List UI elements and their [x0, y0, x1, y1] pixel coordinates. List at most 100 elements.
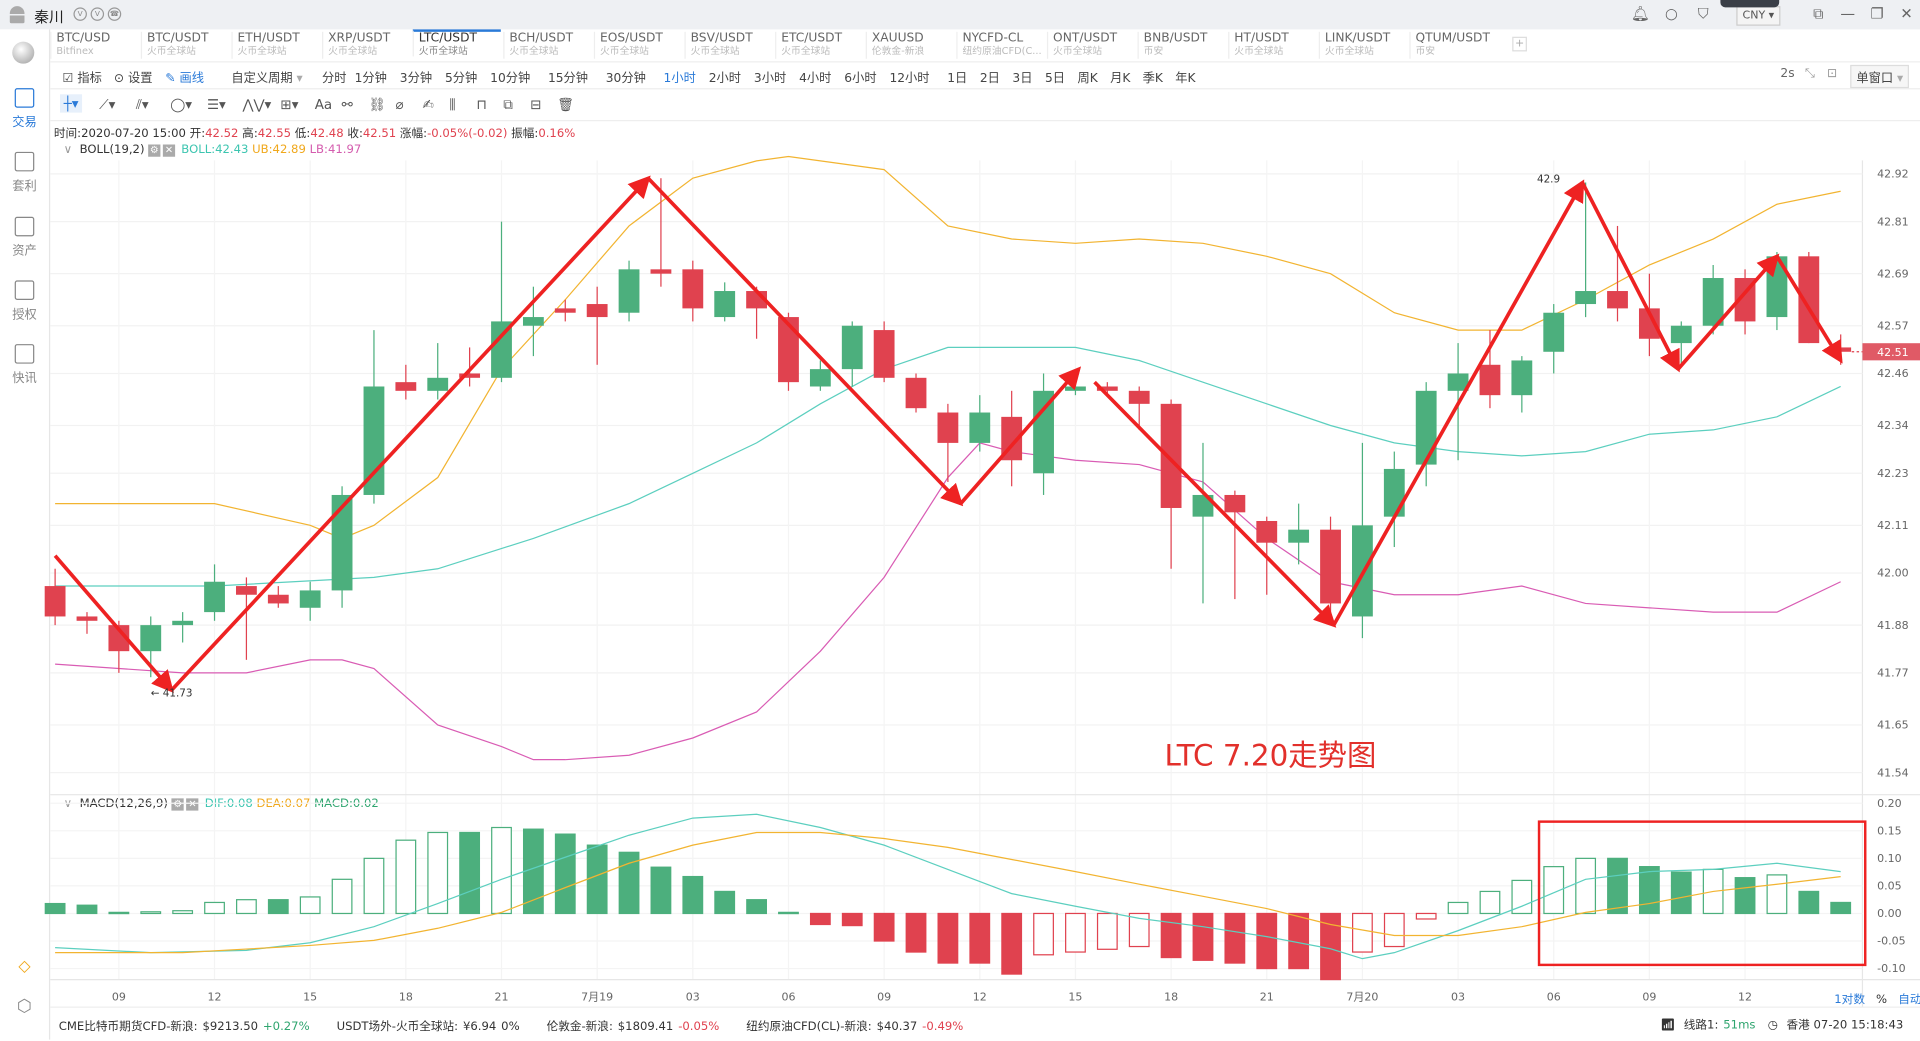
- candle[interactable]: [204, 564, 225, 621]
- period-5[interactable]: 15分钟: [547, 72, 589, 86]
- phone-icon[interactable]: ☎: [107, 7, 122, 21]
- fibonacci-tool-icon[interactable]: ☰▾: [206, 96, 226, 113]
- candle[interactable]: [618, 260, 640, 322]
- candle[interactable]: [1479, 330, 1501, 409]
- trash-icon[interactable]: 🗑︎: [557, 96, 575, 113]
- candle[interactable]: [650, 178, 672, 287]
- tab-qtum-usdt[interactable]: QTUM/USDT 币安: [1409, 31, 1497, 59]
- ellipse-tool-icon[interactable]: ◯▾: [170, 96, 193, 113]
- refresh-interval[interactable]: 2s: [1780, 67, 1795, 81]
- candle[interactable]: [873, 321, 895, 383]
- tab-eos-usdt[interactable]: EOS/USDT 火币全球站: [593, 31, 682, 59]
- sidebar-item-authorize[interactable]: 授权: [0, 280, 49, 322]
- search-icon[interactable]: ○: [1665, 4, 1678, 23]
- tab-etc-usdt[interactable]: ETC/USDT 火币全球站: [775, 31, 863, 59]
- trend-arrow[interactable]: [170, 175, 651, 692]
- user-avatar-icon[interactable]: [9, 6, 25, 24]
- candle[interactable]: [1192, 442, 1214, 604]
- candle[interactable]: [554, 299, 576, 322]
- line-tool-icon[interactable]: ⟋▾: [99, 96, 116, 113]
- period-8[interactable]: 2小时: [708, 72, 742, 86]
- period-0[interactable]: 分时: [322, 72, 347, 86]
- ticker-item[interactable]: 伦敦金-新浪: $1809.41 -0.05%: [547, 1020, 725, 1033]
- channel-tool-icon[interactable]: ⫽▾: [135, 96, 149, 113]
- settings-button[interactable]: ⊙ 设置: [114, 67, 153, 85]
- candle[interactable]: [76, 612, 98, 634]
- tab-ht-usdt[interactable]: HT/USDT 火币全球站: [1228, 31, 1316, 59]
- period-2[interactable]: 3分钟: [399, 72, 433, 86]
- period-3[interactable]: 5分钟: [444, 72, 478, 86]
- candle[interactable]: [1543, 304, 1565, 374]
- ticker-item[interactable]: CME比特币期货CFD-新浪: $9213.50 +0.27%: [59, 1020, 315, 1033]
- candle-tool-icon[interactable]: ⫼: [449, 96, 456, 113]
- settings-icon[interactable]: ⬡: [16, 996, 32, 1017]
- candle[interactable]: [267, 586, 289, 608]
- new-window-icon[interactable]: ⊡: [1826, 67, 1838, 81]
- tab-nycfd-cl[interactable]: NYCFD-CL 纽约原油CFD(C...: [956, 31, 1044, 59]
- percent-scale-toggle[interactable]: %: [1876, 993, 1888, 1007]
- brush-tool-icon[interactable]: ✍: [422, 96, 434, 113]
- candle[interactable]: [714, 282, 736, 322]
- candle[interactable]: [1288, 503, 1310, 565]
- candle[interactable]: [746, 286, 767, 339]
- candle[interactable]: [1224, 490, 1246, 600]
- add-tab-button[interactable]: +: [1512, 36, 1527, 52]
- verified-icon[interactable]: V: [90, 7, 105, 21]
- tab-bnb-usdt[interactable]: BNB/USDT 币安: [1137, 31, 1226, 59]
- fullscreen-exit-icon[interactable]: ⤡: [1804, 67, 1815, 81]
- crosshair-tool-icon[interactable]: ┼▾: [60, 94, 83, 113]
- tab-xrp-usdt[interactable]: XRP/USDT 火币全球站: [322, 31, 410, 59]
- close-icon[interactable]: ✕: [1900, 4, 1913, 23]
- candle[interactable]: [1798, 251, 1820, 344]
- period-18[interactable]: 月K: [1110, 72, 1131, 86]
- measure-tool-icon[interactable]: ⊞▾: [280, 96, 299, 113]
- trend-arrow[interactable]: [1676, 253, 1780, 371]
- trend-arrow[interactable]: [1775, 255, 1843, 364]
- trend-arrow[interactable]: [1093, 380, 1337, 628]
- trend-arrow[interactable]: [1332, 179, 1585, 627]
- candle[interactable]: [459, 347, 481, 387]
- period-1[interactable]: 1分钟: [354, 72, 387, 86]
- period-9[interactable]: 3小时: [753, 72, 787, 86]
- gear-icon[interactable]: ⚙: [148, 143, 161, 157]
- popout-icon[interactable]: ⧉: [1813, 4, 1824, 23]
- tab-ltc-usdt[interactable]: LTC/USDT 火币全球站: [412, 29, 501, 57]
- period-14[interactable]: 2日: [979, 72, 1000, 86]
- candle[interactable]: [1033, 373, 1054, 495]
- candle[interactable]: [1670, 321, 1692, 365]
- connection-line-label[interactable]: 线路1:: [1683, 1018, 1719, 1033]
- ruler-tool-icon[interactable]: ⌀: [395, 96, 404, 113]
- period-16[interactable]: 5日: [1044, 72, 1066, 86]
- candle[interactable]: [1575, 182, 1597, 318]
- copy-tool-icon[interactable]: ⧉: [503, 96, 513, 113]
- sidebar-item-trade[interactable]: 交易: [0, 88, 49, 130]
- text-tool-icon[interactable]: Aa: [314, 96, 333, 113]
- candle[interactable]: [491, 221, 512, 383]
- period-12[interactable]: 12小时: [889, 72, 930, 86]
- kline-chart[interactable]: 42.92 42.81 42.69 42.57 42.46 42.34 42.23 42.11…: [0, 0, 1920, 1007]
- indicator-button[interactable]: ☑ 指标: [62, 67, 101, 85]
- candle[interactable]: [1128, 386, 1150, 430]
- period-11[interactable]: 6小时: [844, 72, 877, 86]
- period-6[interactable]: 30分钟: [605, 72, 646, 86]
- custom-period-select[interactable]: 自定义周期 ▾: [231, 67, 302, 85]
- candle[interactable]: [1607, 225, 1628, 322]
- vip-icon[interactable]: V: [73, 7, 87, 21]
- candle[interactable]: [937, 403, 959, 482]
- tab-bsv-usdt[interactable]: BSV/USDT 火币全球站: [684, 31, 772, 59]
- link-tool-icon[interactable]: ⛓: [368, 96, 386, 113]
- period-10[interactable]: 4小时: [799, 72, 832, 86]
- trend-arrow[interactable]: [646, 176, 964, 507]
- candle[interactable]: [236, 577, 257, 660]
- candle[interactable]: [1415, 382, 1437, 487]
- ticker-item[interactable]: USDT场外-火币全球站: ¥6.94 0%: [337, 1020, 525, 1033]
- candle[interactable]: [1702, 264, 1724, 335]
- collapse-icon[interactable]: ∨: [63, 143, 73, 157]
- candle[interactable]: [427, 343, 449, 400]
- candle[interactable]: [1511, 356, 1533, 413]
- window-mode-select[interactable]: 单窗口 ▾: [1850, 64, 1910, 89]
- period-20[interactable]: 年K: [1175, 72, 1196, 86]
- candle[interactable]: [1320, 516, 1341, 617]
- diamond-icon[interactable]: ◇: [18, 957, 31, 976]
- candle[interactable]: [809, 360, 831, 391]
